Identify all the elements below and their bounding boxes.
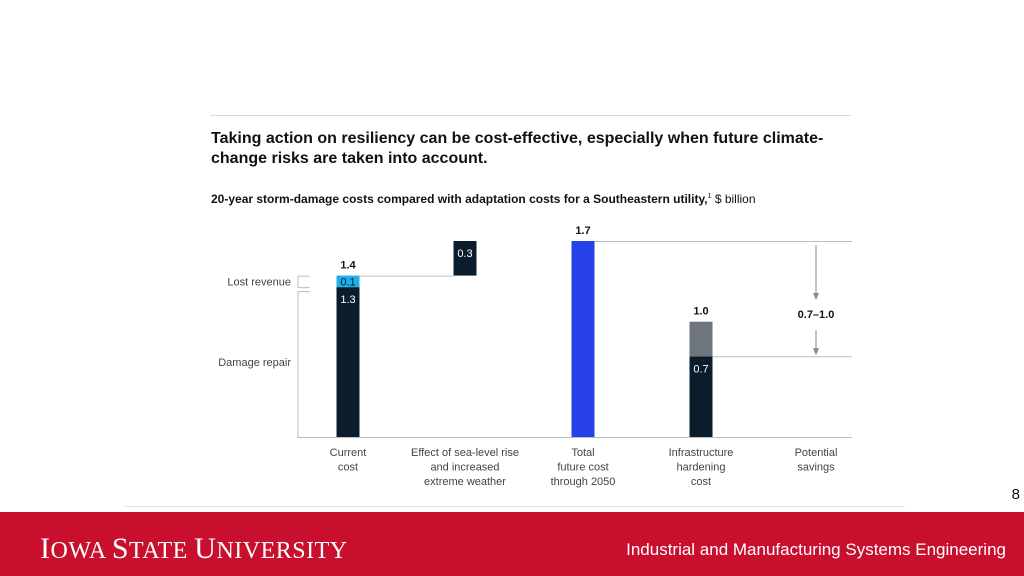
lost-revenue-bracket bbox=[297, 275, 310, 289]
category-label: Infrastructure hardening cost bbox=[669, 447, 734, 488]
logo-part: I bbox=[40, 532, 51, 565]
logo-part: S bbox=[111, 532, 130, 565]
bar-segment bbox=[336, 287, 360, 437]
category-label-line: savings bbox=[797, 462, 835, 474]
category-label-line: future cost bbox=[557, 462, 608, 474]
department-name: Industrial and Manufacturing Systems Eng… bbox=[626, 540, 1006, 559]
logo-part: OWA bbox=[50, 538, 112, 564]
footer-bar bbox=[0, 512, 1024, 576]
subtitle-footnote: 1 bbox=[707, 193, 712, 200]
segment-label: 0.7 bbox=[693, 363, 708, 375]
category-label-line: Infrastructure bbox=[669, 447, 734, 459]
subtitle-text: 20-year storm-damage costs compared with… bbox=[211, 192, 708, 206]
chart-title: Taking action on resiliency can be cost-… bbox=[211, 130, 824, 167]
category-label-line: and increased bbox=[430, 462, 499, 474]
segment-label: 0.3 bbox=[457, 248, 472, 260]
category-label-line: Total bbox=[571, 447, 594, 459]
chart-subtitle: 20-year storm-damage costs compared with… bbox=[211, 192, 756, 206]
segment-label: 0.1 bbox=[340, 276, 355, 288]
category-label-line: Effect of sea-level rise bbox=[411, 447, 519, 459]
category-label: Current cost bbox=[330, 447, 367, 474]
bar-segment bbox=[689, 321, 713, 357]
savings-arrowhead-lower bbox=[813, 348, 819, 356]
logo-part: U bbox=[194, 532, 217, 565]
bottom-divider bbox=[125, 506, 905, 507]
damage-repair-bracket bbox=[297, 291, 310, 438]
damage-repair-label: Damage repair bbox=[218, 357, 291, 369]
category-label-line: through 2050 bbox=[551, 476, 616, 488]
subtitle-unit: $ billion bbox=[711, 192, 756, 206]
category-label-line: Potential bbox=[795, 447, 838, 459]
logo-part: TATE bbox=[129, 538, 195, 564]
university-logo: IOWA STATE UNIVERSITY bbox=[40, 532, 348, 566]
savings-range-label: 0.7–1.0 bbox=[798, 309, 835, 321]
total-label: 1.0 bbox=[693, 306, 708, 318]
category-label-line: hardening bbox=[677, 462, 726, 474]
bar-segment bbox=[453, 241, 477, 276]
total-label: 1.7 bbox=[575, 225, 590, 237]
bar-segment bbox=[571, 241, 595, 437]
category-label: Total future cost through 2050 bbox=[551, 447, 616, 488]
waterfall-chart: 1.3 0.1 1.4 0.3 1.7 0.7 1.0 Lost revenue Damage … bbox=[218, 225, 852, 488]
logo-part: NIVERSITY bbox=[216, 538, 348, 564]
lost-revenue-label: Lost revenue bbox=[227, 276, 291, 288]
segment-label: 1.3 bbox=[340, 294, 355, 306]
page-number: 8 bbox=[1011, 486, 1020, 503]
category-label-line: cost bbox=[338, 462, 358, 474]
category-label-line: extreme weather bbox=[424, 476, 506, 488]
savings-arrowhead-upper bbox=[813, 293, 819, 300]
bar-segment bbox=[689, 356, 713, 437]
total-label: 1.4 bbox=[340, 260, 356, 272]
category-label-line: cost bbox=[691, 476, 711, 488]
category-label: Potential savings bbox=[795, 447, 838, 474]
bar-segment bbox=[336, 275, 360, 288]
top-divider bbox=[210, 115, 851, 116]
category-label: Effect of sea-level rise and increased ext… bbox=[411, 447, 519, 488]
category-label-line: Current bbox=[330, 447, 367, 459]
